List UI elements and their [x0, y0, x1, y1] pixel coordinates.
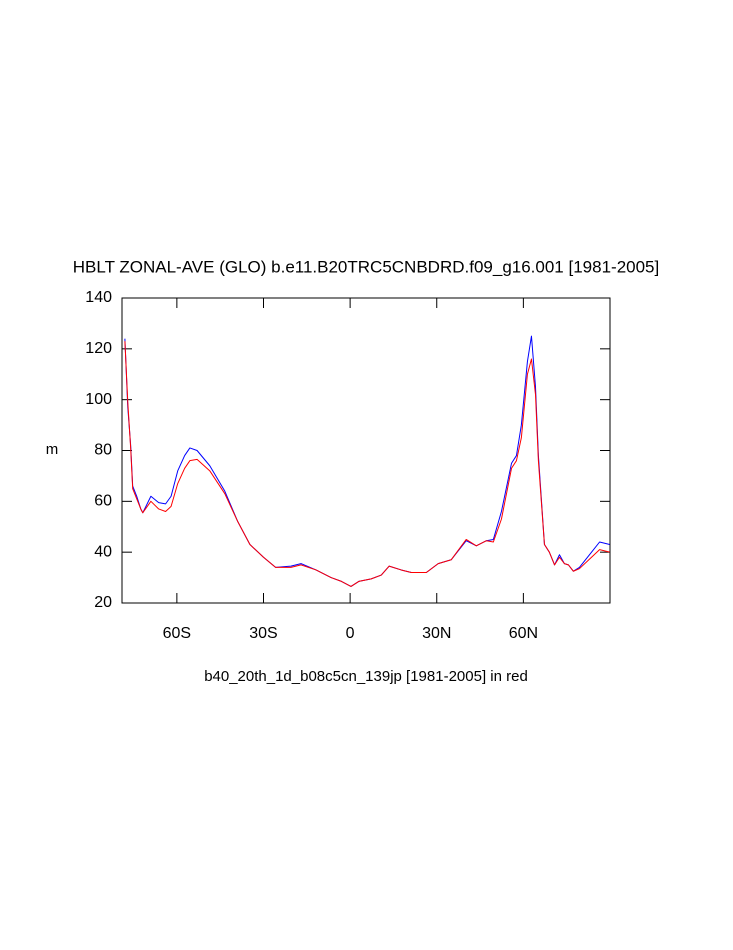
y-tick-label: 100 [85, 391, 112, 408]
y-tick-label: 120 [85, 340, 112, 357]
y-tick-label: 60 [94, 493, 112, 510]
x-tick-label: 0 [346, 625, 355, 642]
y-tick-label: 140 [85, 289, 112, 306]
y-tick-label: 40 [94, 543, 112, 560]
x-tick-label: 30S [249, 625, 277, 642]
series-line [124, 341, 610, 587]
x-tick-label: 60N [509, 625, 538, 642]
x-axis-label: b40_20th_1d_b08c5cn_139jp [1981-2005] in… [204, 668, 528, 685]
x-tick-label: 30N [422, 625, 451, 642]
y-tick-label: 80 [94, 442, 112, 459]
y-tick-label: 20 [94, 594, 112, 611]
x-tick-label: 60S [163, 625, 191, 642]
y-axis-label: m [46, 441, 59, 458]
chart-title: HBLT ZONAL-AVE (GLO) b.e11.B20TRC5CNBDRD… [73, 257, 659, 276]
